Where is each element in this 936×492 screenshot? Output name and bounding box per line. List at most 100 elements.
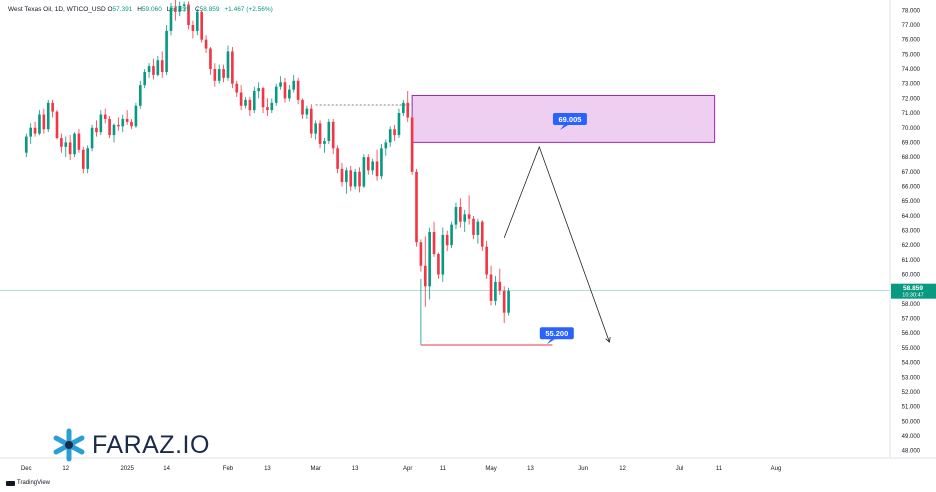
- candle: [472, 215, 475, 240]
- faraz-logo: FARAZ.IO: [52, 428, 210, 462]
- candle-body: [204, 39, 208, 49]
- candle-body: [353, 171, 357, 187]
- price-tick-label: 63.000: [902, 229, 921, 235]
- candles-layer: [24, 0, 510, 323]
- candle-body: [55, 111, 59, 139]
- candle: [195, 8, 199, 36]
- candle-body: [437, 253, 440, 275]
- candle-body: [441, 234, 445, 275]
- candle: [327, 118, 331, 144]
- symbol-title[interactable]: West Texas Oil, 1D, WTICO_USD: [8, 6, 106, 13]
- candle-body: [318, 123, 322, 144]
- projection-path: [503, 145, 610, 343]
- candle-body: [459, 207, 462, 222]
- price-tick-label: 64.000: [902, 214, 921, 220]
- high-value: 59.060: [141, 6, 162, 13]
- candle-body: [174, 7, 177, 12]
- candle-body: [327, 121, 331, 141]
- price-tick-label: 65.000: [902, 199, 921, 205]
- time-tick-label: 11: [440, 466, 447, 472]
- candle: [64, 136, 68, 158]
- candle: [108, 116, 111, 139]
- candle-body: [423, 265, 427, 287]
- candle-body: [301, 99, 304, 115]
- price-callout: 69.005: [552, 112, 587, 130]
- candle: [174, 0, 177, 21]
- candle-body: [160, 60, 164, 72]
- candle: [42, 108, 46, 134]
- candle: [270, 98, 274, 114]
- time-tick-label: Apr: [403, 466, 412, 472]
- candle-body: [213, 69, 217, 81]
- candle-body: [261, 88, 265, 108]
- candle: [485, 240, 488, 279]
- candle: [130, 118, 133, 130]
- candle-body: [156, 60, 160, 75]
- time-tick-label: May: [485, 466, 496, 472]
- candle-body: [108, 118, 111, 136]
- candle-body: [134, 105, 138, 127]
- candle-body: [476, 221, 480, 235]
- candle: [366, 154, 370, 175]
- candle: [406, 91, 410, 122]
- candle: [252, 86, 256, 114]
- candle-body: [248, 99, 252, 111]
- price-tick-label: 50.000: [902, 419, 921, 425]
- candle-body: [270, 102, 274, 111]
- time-axis[interactable]: Dec 12 2025 14 Feb 13 Mar 13 Apr 11 May 13 Jun 12 Jul 1…: [0, 457, 936, 472]
- price-tick-label: 75.000: [902, 52, 921, 58]
- candle-body: [73, 133, 76, 155]
- candle: [498, 268, 502, 296]
- candle-body: [138, 85, 142, 106]
- candle: [257, 82, 260, 99]
- candle: [55, 110, 59, 140]
- candle-body: [340, 168, 344, 183]
- candle-body: [283, 82, 287, 99]
- candle: [454, 202, 458, 230]
- callout-box: [552, 112, 587, 125]
- price-tick-label: 51.000: [902, 405, 921, 411]
- candle-body: [231, 51, 234, 84]
- candle-body: [288, 89, 291, 99]
- candle: [143, 69, 146, 89]
- price-tick-label: 78.000: [902, 8, 921, 14]
- time-tick-label: 12: [62, 466, 69, 472]
- candle-body: [507, 290, 510, 313]
- candle-body: [296, 80, 300, 100]
- candle-body: [345, 170, 348, 183]
- price-tick-label: 58.000: [902, 302, 921, 308]
- price-callout: 55.200: [539, 327, 574, 345]
- candle: [441, 227, 445, 282]
- candle: [191, 20, 195, 39]
- candle-body: [375, 161, 379, 177]
- candle: [138, 80, 142, 109]
- low-label: L: [166, 6, 171, 13]
- candle: [103, 108, 107, 124]
- faraz-logo-icon: [53, 428, 85, 462]
- candle: [33, 121, 37, 137]
- candle-body: [95, 127, 98, 133]
- tradingview-attribution[interactable]: TradingView: [6, 480, 50, 486]
- candle: [283, 77, 287, 103]
- candle-body: [450, 224, 453, 246]
- candle-body: [309, 108, 313, 134]
- candle-body: [463, 214, 467, 222]
- candle: [301, 98, 304, 119]
- price-axis[interactable]: 48.000 49.000 50.000 51.000 52.000 53.000 54.0…: [889, 0, 921, 458]
- candle: [423, 236, 427, 307]
- candle: [99, 110, 103, 136]
- candle: [340, 162, 344, 187]
- high-label: H: [137, 6, 142, 13]
- candle-body: [103, 114, 107, 119]
- candle-body: [33, 127, 37, 134]
- candle: [160, 51, 164, 78]
- candle: [371, 158, 374, 175]
- candle-body: [410, 117, 414, 172]
- candle-body: [415, 171, 418, 243]
- candle: [384, 139, 388, 156]
- candle-body: [467, 214, 471, 219]
- candle: [314, 120, 317, 140]
- candle: [397, 108, 401, 139]
- candle: [358, 167, 361, 193]
